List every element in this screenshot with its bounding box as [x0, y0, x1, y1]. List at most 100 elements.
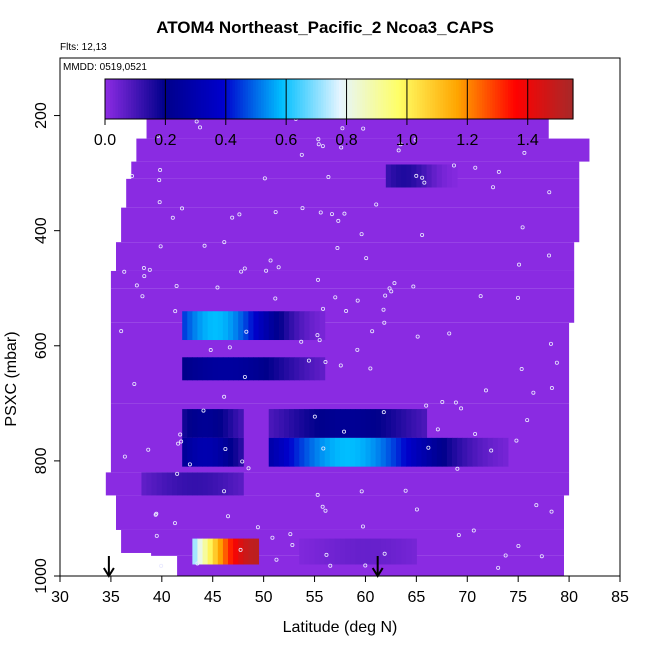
- feature-cell: [258, 357, 265, 381]
- feature-cell: [380, 538, 387, 565]
- feature-cell: [212, 409, 219, 438]
- sample-marker: [194, 119, 199, 124]
- colorbar-segment: [370, 79, 374, 119]
- colorbar-segment: [266, 79, 270, 119]
- sample-marker: [198, 125, 203, 130]
- colorbar-segment: [177, 79, 181, 119]
- feature-cell: [166, 472, 173, 496]
- colorbar-segment: [170, 79, 174, 119]
- feature-cell: [284, 311, 290, 341]
- feature-cell: [380, 437, 387, 467]
- colorbar-segment: [250, 79, 254, 119]
- feature-cell: [263, 357, 270, 381]
- feature-cell: [161, 472, 168, 496]
- feature-cell: [212, 538, 219, 565]
- sample-marker: [426, 445, 431, 450]
- feature-cell: [324, 538, 331, 565]
- colorbar-segment: [554, 79, 558, 119]
- feature-cell: [222, 311, 229, 341]
- sample-marker: [318, 210, 323, 215]
- feature-cell: [278, 409, 285, 438]
- colorbar-segment: [333, 79, 337, 119]
- sample-marker: [414, 507, 419, 512]
- colorbar-segment: [469, 79, 473, 119]
- sample-marker: [288, 532, 293, 537]
- feature-cell: [207, 437, 214, 467]
- sample-marker: [338, 363, 343, 368]
- feature-cell: [345, 409, 351, 438]
- colorbar-segment: [279, 79, 283, 119]
- feature-cell: [329, 437, 336, 467]
- feature-cell: [441, 164, 448, 188]
- sample-marker: [414, 173, 419, 178]
- feature-cell: [284, 437, 290, 467]
- feature-cell: [385, 164, 392, 188]
- sample-marker: [547, 253, 552, 258]
- feature-cell: [314, 357, 321, 381]
- feature-cell: [319, 437, 326, 467]
- colorbar-segment: [443, 79, 447, 119]
- colorbar-segment: [346, 79, 350, 119]
- feature-cell: [406, 164, 412, 188]
- sample-marker: [359, 232, 364, 237]
- feature-cell: [253, 538, 260, 565]
- feature-cell: [477, 437, 484, 467]
- colorbar-segment: [487, 79, 491, 119]
- sample-marker: [525, 418, 530, 423]
- sample-marker: [531, 390, 536, 395]
- colorbar-segment: [388, 79, 392, 119]
- feature-cell: [375, 437, 382, 467]
- feature-cell: [253, 357, 260, 381]
- feature-cell: [289, 409, 295, 438]
- sample-marker: [549, 509, 554, 514]
- sample-marker: [264, 268, 269, 273]
- sample-marker: [180, 206, 185, 211]
- feature-cell: [319, 409, 326, 438]
- feature-cell: [314, 311, 321, 341]
- sample-marker: [142, 274, 147, 279]
- colorbar-segment: [484, 79, 488, 119]
- y-tick-label: 400: [33, 217, 50, 244]
- colorbar-segment: [349, 79, 353, 119]
- colorbar-segment: [131, 79, 135, 119]
- feature-cell: [380, 409, 387, 438]
- colorbar-segment: [547, 79, 551, 119]
- sample-marker: [140, 294, 145, 299]
- feature-cell: [431, 437, 438, 467]
- sample-marker: [355, 347, 360, 352]
- sample-marker: [179, 439, 184, 444]
- colorbar-segment: [432, 79, 436, 119]
- sample-marker: [158, 244, 163, 249]
- sample-marker: [156, 133, 161, 138]
- sample-marker: [274, 557, 279, 562]
- sample-marker: [336, 218, 341, 223]
- sample-marker: [398, 142, 403, 147]
- x-tick-label: 55: [306, 589, 324, 606]
- x-tick-label: 30: [51, 589, 69, 606]
- colorbar-segment: [380, 79, 384, 119]
- feature-cell: [355, 437, 361, 467]
- sample-marker: [539, 554, 544, 559]
- chart-title: ATOM4 Northeast_Pacific_2 Ncoa3_CAPS: [156, 18, 494, 37]
- colorbar-segment: [497, 79, 501, 119]
- feature-cell: [238, 409, 244, 438]
- sample-marker: [316, 137, 321, 142]
- colorbar-segment: [523, 79, 527, 119]
- feature-cell: [355, 409, 361, 438]
- colorbar-segment: [211, 79, 215, 119]
- colorbar-segment: [435, 79, 439, 119]
- feature-cell: [248, 311, 254, 341]
- feature-cell: [141, 472, 148, 496]
- feature-cell: [202, 538, 209, 565]
- colorbar-segment: [297, 79, 301, 119]
- colorbar-segment: [133, 79, 137, 119]
- colorbar-segment: [495, 79, 499, 119]
- colorbar-segment: [383, 79, 387, 119]
- feature-cell: [324, 437, 331, 467]
- feature-cell: [172, 472, 178, 496]
- feature-cell: [401, 164, 407, 188]
- sample-marker: [364, 256, 369, 261]
- sample-marker: [130, 174, 135, 179]
- feature-cell: [401, 409, 407, 438]
- feature-cell: [299, 437, 305, 467]
